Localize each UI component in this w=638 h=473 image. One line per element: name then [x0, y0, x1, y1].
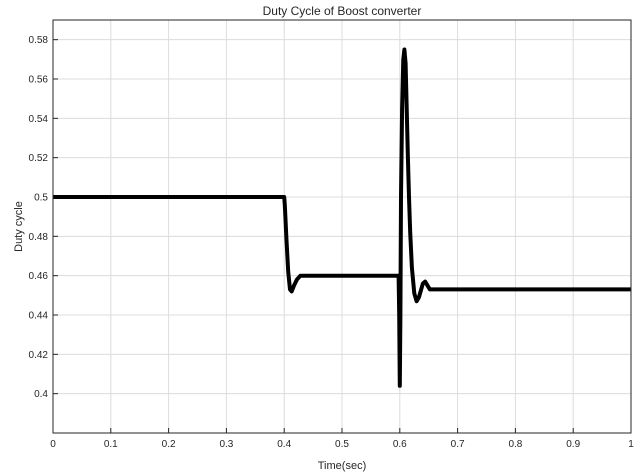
data-point [543, 288, 545, 290]
y-tick-label: 0.42 [29, 350, 49, 361]
data-point [418, 296, 420, 298]
data-point [370, 275, 372, 277]
data-point [299, 275, 301, 277]
y-tick-label: 0.46 [29, 271, 49, 282]
data-point [289, 288, 291, 290]
series-layer [52, 47, 632, 388]
data-point [405, 62, 407, 64]
x-tick-label: 0.9 [566, 439, 580, 450]
data-point [411, 267, 413, 269]
data-point [420, 290, 422, 292]
data-point [284, 204, 286, 206]
y-axis-label: Duty cycle [13, 201, 25, 252]
data-point [408, 196, 410, 198]
data-point [486, 288, 487, 290]
plot-frame [52, 19, 632, 434]
data-point [407, 157, 409, 159]
data-point [406, 108, 408, 109]
data-point [400, 196, 402, 198]
data-point [398, 275, 400, 277]
data-point [401, 108, 403, 109]
x-tick-labels: 0 0.1 0.2 0.3 0.4 0.5 0.6 0.7 0.8 0.9 1 [50, 439, 634, 450]
x-tick-label: 0.4 [277, 439, 291, 450]
y-tick-label: 0.4 [34, 389, 48, 400]
data-point [445, 288, 447, 290]
y-tick-label: 0.56 [29, 75, 49, 86]
data-point [303, 275, 305, 277]
y-tick-label: 0.5 [34, 193, 48, 204]
data-point [402, 58, 404, 60]
x-tick-label: 0 [50, 439, 56, 450]
data-point [429, 288, 431, 290]
data-point [422, 283, 424, 284]
chart-title: Duty Cycle of Boost converter [263, 4, 422, 18]
data-point [286, 239, 287, 241]
data-point [341, 275, 343, 277]
x-tick-label: 0.8 [508, 439, 522, 450]
y-tick-label: 0.52 [29, 153, 49, 164]
data-point [287, 271, 289, 273]
y-tick-label: 0.44 [29, 311, 49, 322]
data-point [436, 288, 438, 290]
data-point [427, 285, 428, 286]
data-point [398, 314, 400, 316]
data-point [432, 288, 434, 290]
x-tick-label: 1 [628, 439, 634, 450]
x-tick-label: 0.6 [393, 439, 407, 450]
data-point [424, 281, 426, 283]
x-tick-label: 0.5 [335, 439, 349, 450]
x-axis-label: Time(sec) [318, 460, 366, 472]
data-point [309, 275, 311, 277]
data-point [416, 300, 418, 302]
data-point [293, 285, 295, 286]
y-tick-label: 0.48 [29, 232, 49, 243]
x-tick-label: 0.1 [104, 439, 118, 450]
x-tick-label: 0.7 [451, 439, 465, 450]
y-tick-label: 0.58 [29, 35, 49, 46]
data-point [409, 231, 411, 233]
data-point [399, 385, 401, 387]
data-point [399, 314, 401, 316]
x-tick-label: 0.3 [219, 439, 233, 450]
data-point [291, 290, 293, 292]
data-point [296, 279, 298, 281]
data-point [403, 49, 405, 50]
x-tick-label: 0.2 [162, 439, 176, 450]
data-point [413, 292, 415, 294]
data-point [283, 196, 285, 198]
y-tick-labels: 0.4 0.42 0.44 0.46 0.48 0.5 0.52 0.54 0.56 0.58 [29, 35, 49, 400]
y-tick-label: 0.54 [29, 114, 49, 125]
data-point [318, 275, 320, 277]
